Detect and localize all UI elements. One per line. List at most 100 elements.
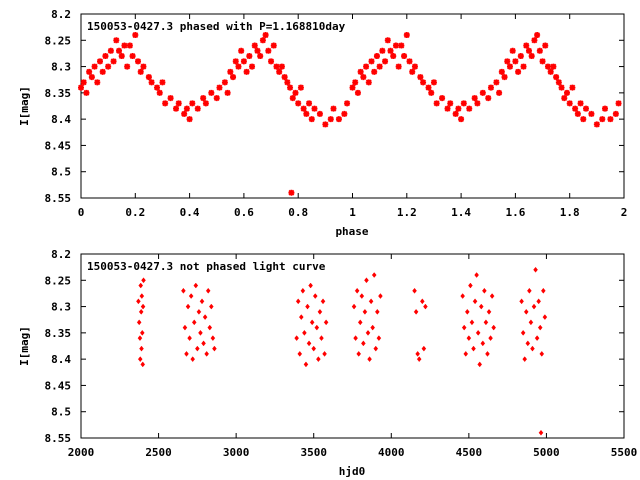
data-point — [464, 308, 470, 315]
data-point — [378, 293, 383, 299]
data-point — [137, 335, 143, 342]
data-point — [295, 298, 301, 305]
data-point — [413, 308, 419, 315]
data-point — [308, 282, 313, 289]
data-point — [419, 298, 425, 305]
x-tick-label: 1 — [349, 206, 356, 219]
data-point — [533, 266, 538, 273]
data-point — [139, 293, 145, 299]
data-point — [208, 89, 215, 96]
data-point — [288, 189, 295, 196]
data-point — [536, 298, 541, 305]
data-point — [387, 47, 394, 54]
x-tick-label: 2 — [621, 206, 628, 219]
data-point — [140, 303, 146, 310]
data-point — [365, 329, 371, 336]
y-tick-label: 8.25 — [45, 274, 72, 287]
data-point — [361, 340, 366, 347]
data-point — [352, 79, 359, 86]
data-point — [523, 308, 529, 315]
data-point — [539, 58, 546, 65]
data-point — [563, 89, 570, 96]
data-point — [330, 105, 337, 112]
x-tick-label: 1.4 — [451, 206, 471, 219]
data-point — [580, 116, 587, 123]
data-point — [398, 42, 405, 49]
data-point — [558, 84, 565, 91]
data-point — [129, 53, 136, 60]
data-point — [384, 37, 391, 44]
chart-title: 150053-0427.3 phased with P=1.168810day — [87, 20, 346, 33]
data-point — [210, 335, 216, 342]
data-point — [496, 89, 503, 96]
data-point — [322, 121, 329, 128]
data-point — [312, 293, 318, 299]
data-point — [316, 110, 323, 117]
x-tick-label: 2000 — [68, 446, 95, 459]
data-point — [572, 105, 579, 112]
data-point — [512, 58, 519, 65]
data-point — [159, 79, 166, 86]
data-point — [528, 319, 534, 326]
data-point — [506, 63, 513, 70]
data-point — [208, 303, 214, 310]
data-point — [238, 47, 245, 54]
data-point — [478, 303, 484, 310]
data-point — [145, 74, 152, 81]
data-point — [273, 63, 280, 70]
data-point — [553, 74, 560, 81]
data-point — [531, 37, 538, 44]
x-tick-label: 3500 — [300, 446, 327, 459]
data-points — [136, 266, 548, 436]
data-point — [472, 298, 478, 305]
data-point — [99, 68, 106, 75]
data-point — [382, 58, 389, 65]
data-point — [415, 350, 420, 357]
data-point — [520, 329, 526, 336]
data-point — [375, 308, 380, 315]
data-point — [311, 345, 317, 352]
data-point — [537, 324, 543, 331]
data-point — [371, 68, 378, 75]
chart-title: 150053-0427.3 not phased light curve — [87, 260, 326, 273]
data-point — [430, 79, 437, 86]
data-point — [460, 100, 467, 107]
data-point — [455, 105, 462, 112]
data-point — [538, 429, 544, 436]
data-point — [376, 63, 383, 70]
x-axis-label: phase — [335, 225, 368, 238]
data-point — [542, 314, 548, 320]
data-point — [447, 100, 454, 107]
data-point — [519, 298, 524, 305]
data-point — [401, 53, 408, 60]
data-point — [466, 105, 473, 112]
data-point — [278, 63, 285, 70]
data-point — [193, 282, 199, 289]
data-point — [322, 350, 327, 357]
data-point — [412, 287, 417, 294]
plot-frame — [80, 13, 625, 199]
data-point — [259, 37, 266, 44]
data-point — [588, 110, 595, 117]
data-point — [363, 63, 370, 70]
data-point — [536, 47, 543, 54]
data-point — [458, 116, 465, 123]
data-point — [501, 74, 508, 81]
data-point — [517, 53, 524, 60]
data-point — [118, 53, 125, 60]
data-point — [306, 100, 313, 107]
x-tick-group: 2000 2500 3000 3500 4000 4500 5000 5500 — [68, 254, 637, 459]
data-point — [341, 110, 348, 117]
y-tick-label: 8.2 — [51, 8, 71, 21]
data-point — [601, 105, 608, 112]
data-point — [475, 329, 481, 336]
data-point — [80, 79, 87, 86]
data-point — [373, 53, 380, 60]
x-tick-label: 1.8 — [560, 206, 580, 219]
y-tick-label: 8.45 — [45, 139, 72, 152]
data-point — [498, 68, 505, 75]
data-point — [86, 68, 93, 75]
data-point — [547, 68, 554, 75]
data-point — [593, 121, 600, 128]
data-point — [202, 314, 208, 320]
